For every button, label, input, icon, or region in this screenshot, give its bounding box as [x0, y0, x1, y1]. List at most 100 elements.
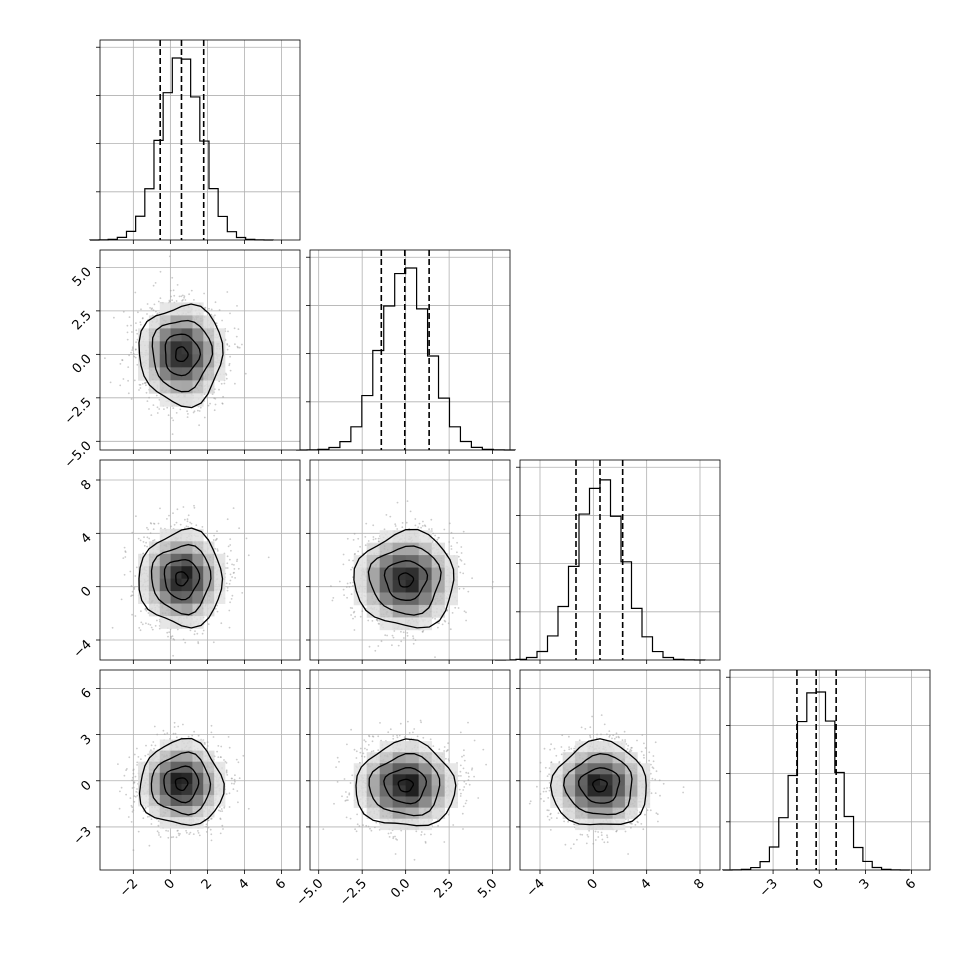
sample-point	[235, 335, 238, 338]
sample-point	[391, 644, 393, 647]
sample-point	[471, 577, 473, 580]
sample-point	[389, 515, 392, 518]
sample-point	[148, 408, 150, 410]
sample-point	[383, 528, 386, 531]
contour-level-3	[151, 319, 214, 393]
sample-point	[131, 613, 134, 616]
sample-point	[142, 541, 145, 543]
sample-point	[168, 514, 170, 517]
sample-point	[149, 307, 152, 309]
sample-point	[208, 307, 210, 310]
sample-point	[140, 308, 142, 311]
sample-point	[193, 299, 195, 301]
sample-point	[178, 295, 181, 298]
sample-point	[417, 526, 420, 529]
sample-point	[137, 537, 140, 540]
sample-point	[430, 528, 433, 530]
sample-point	[241, 592, 244, 594]
sample-point	[218, 388, 220, 391]
sample-point	[221, 319, 224, 322]
sample-point	[378, 540, 380, 543]
sample-point	[120, 598, 123, 601]
sample-point	[436, 538, 439, 541]
sample-point	[236, 345, 239, 348]
sample-point	[196, 632, 199, 635]
sample-point	[331, 599, 334, 602]
sample-point	[244, 372, 247, 375]
sample-point	[457, 607, 460, 609]
sample-point	[214, 547, 217, 550]
sample-point	[145, 609, 148, 612]
sample-point	[189, 629, 192, 632]
sample-point	[179, 408, 182, 411]
sample-point	[186, 520, 189, 523]
sample-point	[172, 654, 175, 657]
panel-background	[730, 670, 930, 870]
sample-point	[149, 532, 152, 534]
sample-point	[184, 518, 186, 521]
sample-point	[225, 567, 227, 569]
sample-point	[463, 610, 466, 613]
sample-point	[229, 355, 232, 358]
sample-point	[135, 341, 138, 344]
sample-point	[394, 523, 397, 526]
sample-point	[134, 615, 137, 617]
sample-point	[374, 537, 377, 540]
density-bin	[159, 603, 172, 617]
sample-point	[126, 324, 129, 327]
sample-point	[214, 301, 217, 304]
sample-point	[141, 623, 144, 626]
density-bin	[138, 328, 150, 342]
sample-point	[458, 587, 461, 590]
sample-point	[148, 537, 151, 540]
density-bin	[192, 341, 204, 355]
sample-point	[227, 330, 229, 333]
sample-point	[367, 619, 370, 622]
panel-background	[310, 250, 510, 450]
sample-point	[346, 537, 349, 540]
sample-point	[122, 378, 125, 380]
sample-point	[231, 563, 234, 566]
sample-point	[346, 582, 349, 585]
sample-point	[374, 649, 377, 652]
sample-point	[460, 546, 463, 548]
histogram-step	[295, 267, 516, 451]
density-bin	[159, 553, 172, 567]
sample-point	[145, 384, 147, 387]
sample-point	[175, 521, 178, 524]
sample-point	[182, 638, 185, 641]
sample-point	[133, 588, 136, 590]
density-bin	[203, 315, 215, 329]
sample-point	[377, 622, 380, 625]
sample-point	[201, 526, 204, 528]
sample-point	[152, 309, 155, 312]
sample-point	[228, 609, 231, 612]
sample-point	[126, 338, 129, 341]
sample-point	[226, 291, 229, 293]
sample-point	[350, 593, 353, 595]
density-bin	[192, 393, 204, 407]
sample-point	[197, 409, 199, 412]
sample-point	[421, 525, 424, 527]
density-bin	[148, 367, 161, 381]
sample-point	[216, 548, 219, 550]
sample-point	[171, 299, 174, 302]
density-bin	[214, 367, 226, 381]
sample-point	[225, 374, 228, 376]
density-bin	[159, 528, 172, 542]
sample-point	[176, 628, 179, 631]
sample-point	[155, 394, 158, 397]
sample-point	[145, 391, 148, 394]
sample-point	[193, 410, 196, 413]
sample-point	[186, 518, 189, 521]
sample-point	[434, 617, 436, 620]
sample-point	[189, 521, 192, 524]
sample-point	[188, 293, 191, 296]
sample-point	[213, 409, 216, 412]
sample-point	[462, 587, 465, 590]
density-bin	[214, 341, 226, 355]
sample-point	[127, 392, 130, 395]
sample-point	[197, 642, 200, 645]
sample-point	[350, 568, 352, 571]
density-bin	[214, 578, 226, 592]
